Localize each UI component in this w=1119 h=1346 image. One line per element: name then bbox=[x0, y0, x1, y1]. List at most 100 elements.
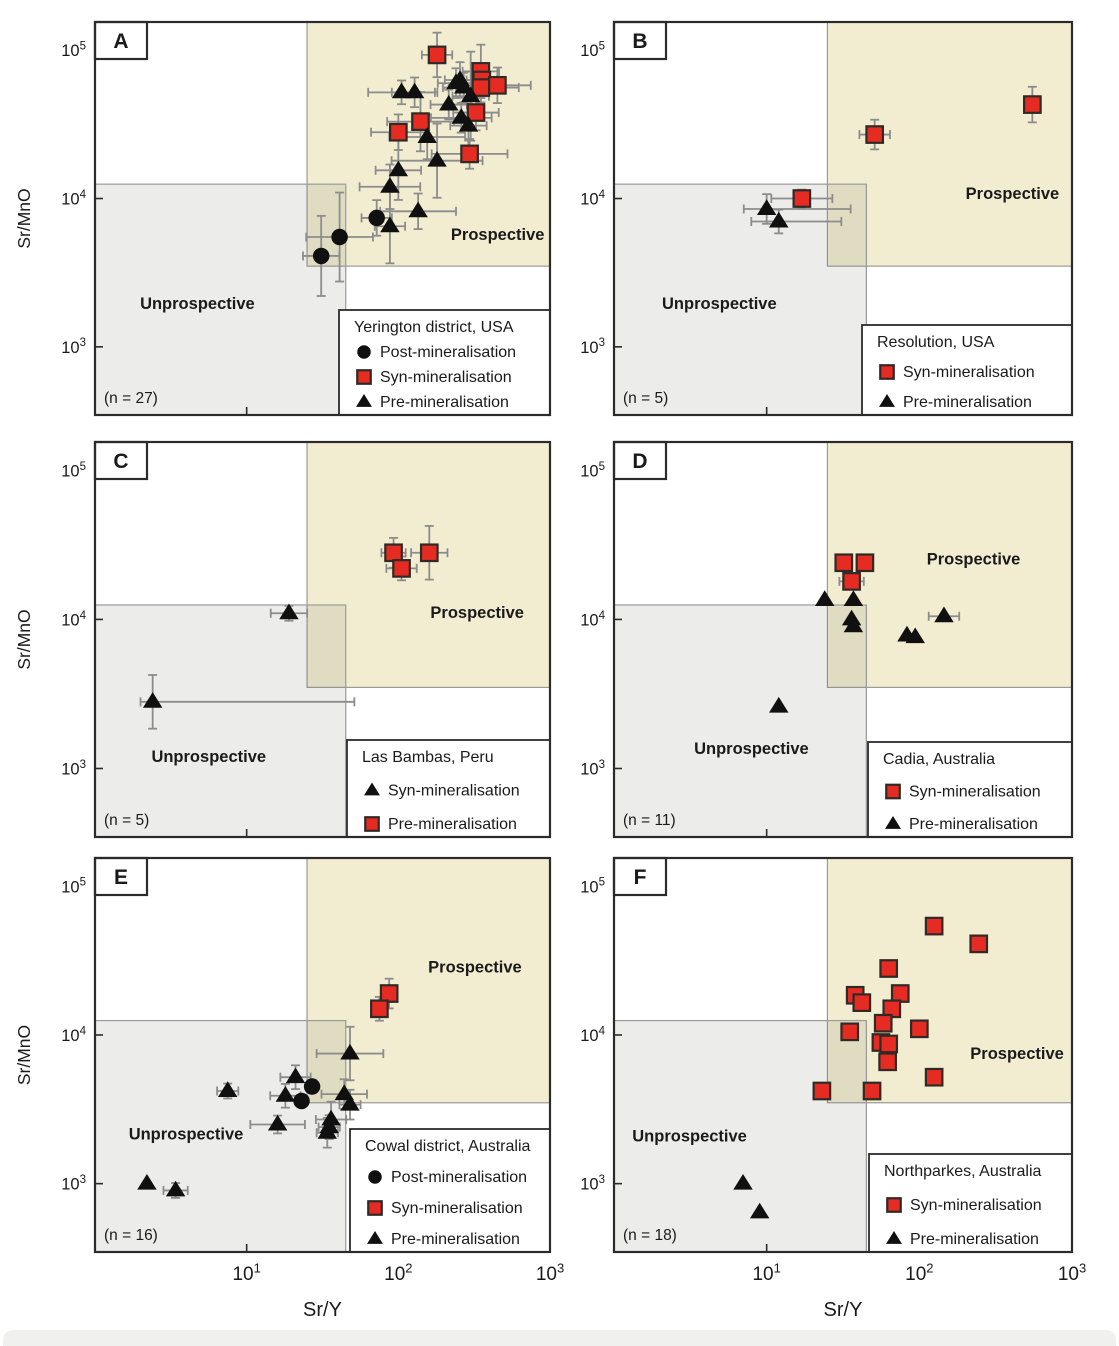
data-point-marker bbox=[388, 160, 409, 177]
prospective-label: Prospective bbox=[927, 550, 1021, 568]
panel-letter: F bbox=[634, 866, 647, 889]
panel-letter: C bbox=[113, 450, 128, 473]
legend-item-label: Pre-mineralisation bbox=[391, 1231, 520, 1248]
data-point-marker bbox=[137, 1173, 157, 1190]
legend-item-label: Post-mineralisation bbox=[380, 344, 516, 361]
data-point-marker bbox=[924, 916, 944, 936]
legend-box bbox=[867, 741, 1073, 838]
unprospective-label: Unprospective bbox=[129, 1126, 244, 1144]
data-point-marker bbox=[392, 559, 411, 578]
unprospective-label: Unprospective bbox=[140, 295, 255, 313]
data-point-marker bbox=[439, 94, 459, 111]
legend-marker-triangle bbox=[364, 782, 380, 796]
y-axis-title: Sr/MnO bbox=[14, 609, 34, 669]
data-point-marker bbox=[334, 1084, 354, 1101]
data-point-marker bbox=[142, 692, 163, 708]
sample-count-label: (n = 5) bbox=[623, 390, 668, 407]
legend-F: Northparkes, Australia Syn-mineralisation… bbox=[868, 1153, 1073, 1253]
legend-item-label: Pre-mineralisation bbox=[903, 394, 1032, 411]
data-point-marker bbox=[408, 201, 428, 218]
sample-count-label: (n = 11) bbox=[623, 812, 676, 829]
data-point-marker bbox=[419, 543, 439, 563]
legend-box bbox=[346, 739, 551, 838]
data-point-marker bbox=[388, 122, 408, 142]
data-point-marker bbox=[769, 211, 789, 228]
unprospective-zone bbox=[94, 183, 347, 416]
data-point-marker bbox=[380, 177, 400, 193]
panel-border bbox=[612, 856, 1074, 1254]
prospective-label: Prospective bbox=[430, 604, 524, 622]
data-point-marker bbox=[391, 82, 412, 99]
sample-count-label: (n = 18) bbox=[623, 1227, 677, 1244]
data-point-marker bbox=[924, 1067, 944, 1087]
data-point-marker bbox=[279, 603, 299, 620]
data-point-marker bbox=[843, 590, 864, 606]
y-axis-title: Sr/MnO bbox=[14, 188, 34, 248]
legend-marker-triangle bbox=[885, 816, 901, 829]
data-point-marker bbox=[411, 112, 430, 131]
legend-marker-square bbox=[886, 1197, 902, 1213]
data-point-marker bbox=[814, 590, 835, 606]
data-point-marker bbox=[934, 606, 954, 623]
data-point-marker bbox=[756, 199, 777, 215]
legend-title: Las Bambas, Peru bbox=[362, 749, 494, 766]
legend-title: Yerington district, USA bbox=[354, 319, 514, 336]
unprospective-label: Unprospective bbox=[632, 1128, 747, 1146]
legend-marker-square bbox=[367, 1200, 383, 1216]
data-point-marker bbox=[312, 247, 330, 265]
data-point-marker bbox=[862, 1081, 882, 1101]
legend-title: Cowal district, Australia bbox=[365, 1138, 530, 1155]
legend-item-label: Syn-mineralisation bbox=[380, 369, 512, 386]
data-point-marker bbox=[368, 209, 385, 227]
legend-A: Yerington district, USA Post-mineralisati… bbox=[338, 309, 551, 416]
data-point-marker bbox=[340, 1043, 360, 1060]
data-point-marker bbox=[879, 959, 899, 978]
legend-item-label: Pre-mineralisation bbox=[388, 816, 517, 833]
data-point-marker bbox=[865, 125, 885, 144]
data-point-marker bbox=[488, 75, 507, 95]
legend-marker-circle bbox=[368, 1170, 382, 1184]
data-point-marker bbox=[165, 1180, 186, 1197]
data-point-marker bbox=[834, 553, 854, 573]
data-point-marker bbox=[890, 984, 910, 1003]
panel-C: ProspectiveUnprospective105104103Sr/MnO(… bbox=[14, 440, 552, 839]
data-point-marker bbox=[842, 572, 861, 591]
data-point-marker bbox=[427, 45, 447, 65]
legend-marker-square bbox=[356, 369, 372, 385]
legend-item-label: Syn-mineralisation bbox=[903, 364, 1035, 381]
data-point-marker bbox=[873, 1013, 893, 1033]
data-point-marker bbox=[267, 1114, 288, 1131]
data-point-marker bbox=[417, 127, 437, 143]
panel-border bbox=[93, 856, 552, 1254]
prospective-label: Prospective bbox=[966, 185, 1060, 203]
x-axis-title: Sr/Y bbox=[824, 1299, 863, 1321]
legend-item-label: Pre-mineralisation bbox=[380, 394, 509, 411]
prospective-label: Prospective bbox=[428, 958, 522, 976]
legend-marker-circle bbox=[357, 345, 371, 359]
data-point-marker bbox=[285, 1067, 306, 1084]
data-point-marker bbox=[331, 228, 348, 246]
panel-border bbox=[612, 440, 1074, 839]
panel-border bbox=[93, 20, 552, 417]
legend-marker-square bbox=[885, 783, 901, 800]
data-point-marker bbox=[460, 86, 481, 103]
panel-border bbox=[93, 440, 552, 839]
legend-marker-triangle bbox=[886, 1231, 902, 1244]
data-point-marker bbox=[458, 115, 479, 132]
legend-B: Resolution, USA Syn-mineralisation Pre-min… bbox=[861, 324, 1073, 416]
panel-A: ProspectiveUnprospective105104103Sr/MnO(… bbox=[14, 20, 552, 417]
panel-letter: E bbox=[114, 866, 128, 889]
legend-box bbox=[861, 324, 1073, 416]
data-point-marker bbox=[466, 103, 486, 122]
data-point-marker bbox=[749, 1202, 770, 1219]
unprospective-label: Unprospective bbox=[151, 748, 266, 766]
prospective-zone bbox=[826, 21, 1073, 267]
data-point-marker bbox=[427, 150, 447, 167]
data-point-marker bbox=[878, 1052, 897, 1072]
unprospective-zone bbox=[613, 604, 867, 838]
legend-title: Resolution, USA bbox=[877, 334, 995, 351]
